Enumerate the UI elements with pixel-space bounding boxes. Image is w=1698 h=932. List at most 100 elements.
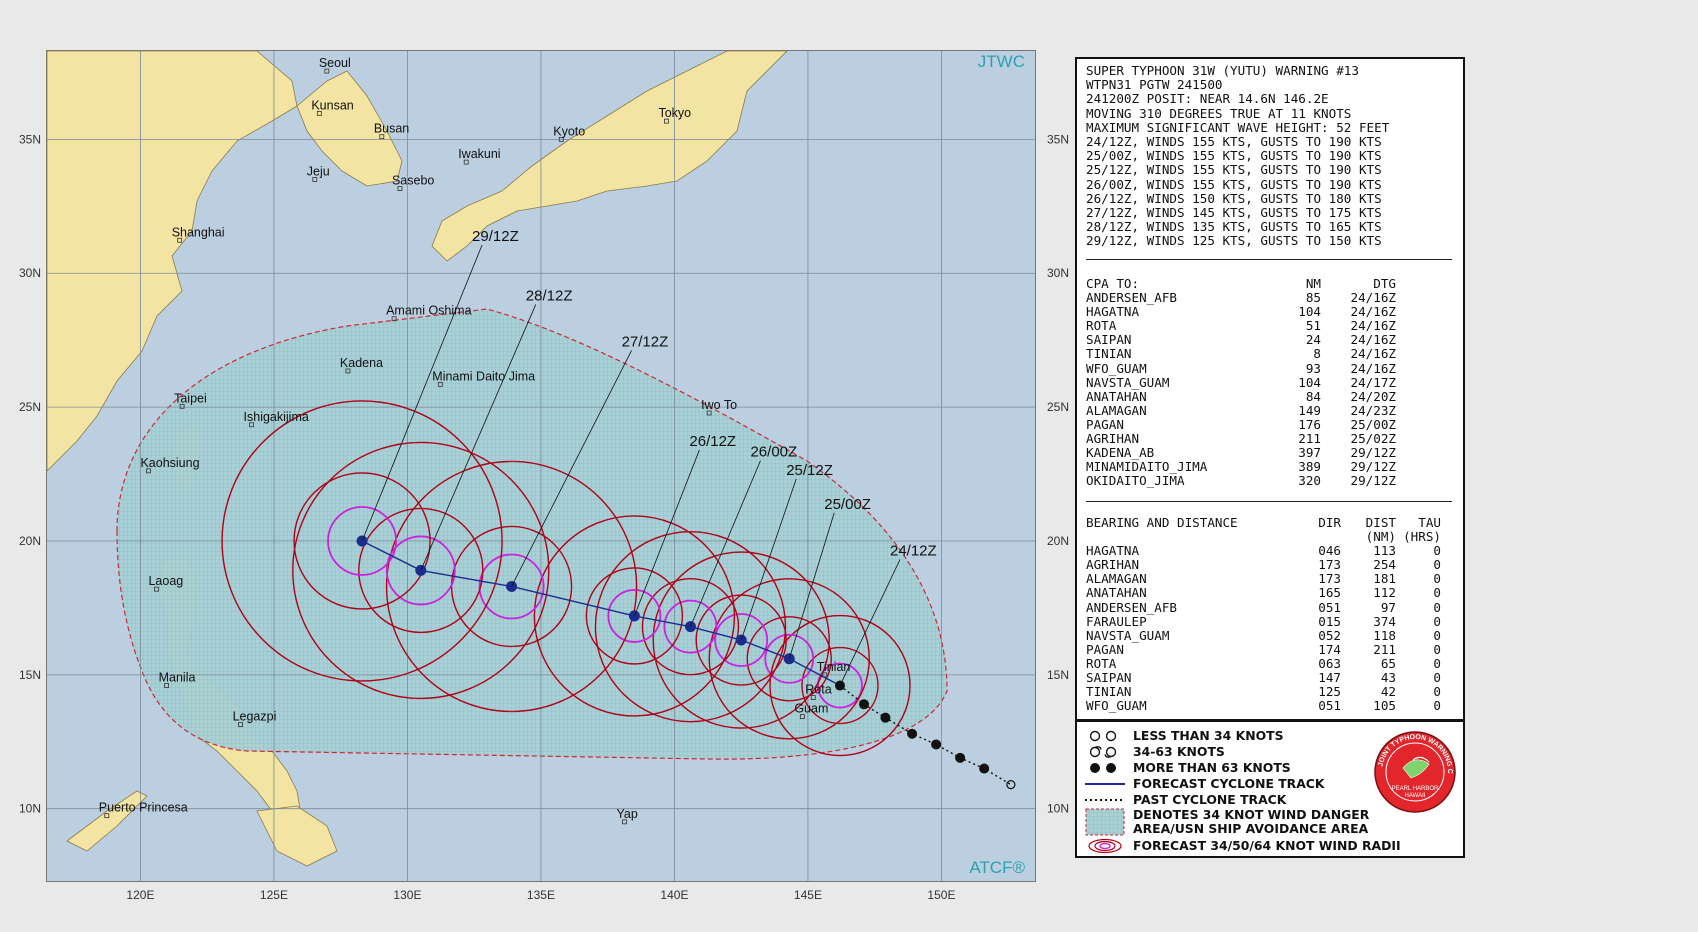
warning-line: 25/12Z, WINDS 155 KTS, GUSTS TO 190 KTS (1086, 162, 1382, 178)
city-marker (104, 813, 110, 819)
city-marker (164, 683, 170, 688)
city-label: Tokyo (658, 106, 691, 120)
lat-label-left: 30N (19, 266, 41, 280)
jtwc-seal-icon: JOINT TYPHOON WARNING CENTER PEARL HARBO… (1373, 730, 1456, 813)
cpa-row: NAVSTA_GUAM 104 24/17Z (1086, 374, 1396, 390)
cpa-header-dtg: DTG (1373, 276, 1396, 291)
legend-past-track: PAST CYCLONE TRACK (1085, 792, 1287, 807)
city-marker (179, 403, 185, 409)
forecast-leader-line (740, 478, 797, 641)
cpa-row: OKIDAITO_JIMA 320 29/12Z (1086, 473, 1396, 489)
radii-50kt (641, 577, 740, 676)
city-marker (312, 177, 318, 182)
lat-lon-grid (47, 51, 1035, 881)
city-marker (810, 695, 816, 700)
axis-labels: 35N 35N 30N 30N 25N 25N 20N 20N 15N 15N 10N 10N 120E… (19, 132, 1069, 902)
city-label: Kyoto (553, 124, 585, 138)
city-marker (238, 722, 243, 728)
radii-50kt (695, 594, 787, 686)
city-label: Ishigakijima (244, 410, 309, 424)
bearing-row: ANDERSEN_AFB 051 97 0 (1086, 599, 1441, 615)
lat-label-right: 10N (1047, 802, 1069, 816)
lat-label-left: 10N (19, 802, 41, 816)
city-label: Guam (794, 702, 828, 716)
warning-header: SUPER TYPHOON 31W (YUTU) WARNING #13 WTPN… (1086, 63, 1389, 249)
forecast-time-label: 24/12Z (890, 543, 937, 560)
city-marker (345, 368, 351, 374)
forecast-leader-line (839, 559, 901, 686)
radii-34kt (221, 400, 503, 682)
cpa-row: MINAMIDAITO_JIMA 389 29/12Z (1086, 459, 1396, 475)
radii-34kt (708, 578, 870, 740)
forecast-leader-line (361, 244, 483, 542)
city-marker (177, 237, 183, 243)
radii-64kt (607, 589, 662, 643)
past-position (859, 699, 870, 710)
forecast-track (361, 540, 841, 687)
cpa-row: AGRIHAN 211 25/02Z (1086, 431, 1396, 447)
radii-50kt (293, 472, 431, 610)
city-marker (822, 672, 828, 678)
bearing-row: FARAULEP 015 374 0 (1086, 613, 1441, 629)
city-marker (397, 186, 403, 192)
japan-landmass (431, 50, 788, 262)
wind-danger-area (116, 308, 948, 760)
lon-label: 135E (527, 888, 555, 902)
radii-34kt (533, 515, 736, 717)
city-marker (664, 118, 669, 124)
radii-34kt (652, 551, 830, 729)
cpa-header-nm: NM (1305, 276, 1321, 291)
city-marker (316, 110, 322, 116)
warning-line: 25/00Z, WINDS 155 KTS, GUSTS TO 190 KTS (1086, 148, 1382, 164)
forecast-leader-line (690, 460, 761, 627)
svg-text:HAWAII: HAWAII (1405, 793, 1426, 799)
visayas-landmass (256, 805, 338, 867)
bearing-row: AGRIHAN 173 254 0 (1086, 557, 1441, 573)
bearing-row: WFO_GUAM 051 105 0 (1086, 698, 1441, 714)
city-marker (622, 819, 627, 825)
legend-danger-area: DENOTES 34 KNOT WIND DANGER AREA/USN SHI… (1085, 808, 1369, 836)
city-label: Seoul (319, 56, 351, 70)
legend-wind-radii: FORECAST 34/50/64 KNOT WIND RADII (1085, 838, 1401, 853)
cpa-row: ROTA 51 24/16Z (1086, 318, 1396, 334)
divider (1086, 501, 1452, 502)
lat-label-left: 35N (19, 132, 41, 146)
svg-text:PEARL HARBOR: PEARL HARBOR (1392, 786, 1439, 792)
city-marker (391, 316, 397, 322)
jtwc-label: JTWC (978, 52, 1025, 71)
lon-label: 125E (260, 888, 288, 902)
palawan-landmass (66, 790, 148, 852)
city-label: Busan (374, 122, 409, 136)
forecast-time-label: 26/12Z (689, 433, 736, 450)
radii-34kt (594, 530, 787, 723)
city-label: Yap (617, 807, 638, 821)
lat-label-right: 35N (1047, 132, 1069, 146)
city-label: Minami Daito Jima (432, 369, 535, 383)
warning-line: 24/12Z, WINDS 155 KTS, GUSTS TO 190 KTS (1086, 134, 1382, 150)
warning-line: MOVING 310 DEGREES TRUE AT 11 KNOTS (1086, 105, 1352, 121)
city-marker (249, 422, 254, 428)
lon-label: 150E (927, 888, 955, 902)
past-position (979, 763, 990, 774)
china-landmass (46, 50, 298, 472)
city-label: Kadena (340, 356, 383, 370)
radii-64kt (764, 633, 815, 684)
legend-forecast-track: FORECAST CYCLONE TRACK (1085, 776, 1325, 791)
city-marker (799, 714, 805, 720)
city-label: Legazpi (233, 710, 277, 724)
bearing-header-dist-unit: (NM) (1365, 529, 1396, 545)
bearing-header-dir: DIR (1318, 515, 1341, 530)
city-marker (379, 134, 385, 140)
radii-34kt (292, 441, 550, 700)
city-marker (463, 159, 469, 165)
past-position (880, 712, 891, 723)
bearing-header-dist: DIST (1365, 515, 1396, 530)
radii-64kt (714, 613, 769, 667)
city-label: Puerto Princesa (99, 801, 188, 815)
bearing-table: BEARING AND DISTANCE DIR DIST TAU (NM) (… (1086, 515, 1441, 714)
lat-label-right: 15N (1047, 668, 1069, 682)
warning-line: 26/00Z, WINDS 155 KTS, GUSTS TO 190 KTS (1086, 176, 1382, 192)
radii-50kt (585, 567, 684, 665)
legend-less34: LESS THAN 34 KNOTS (1085, 728, 1284, 743)
forecast-time-label: 25/12Z (786, 462, 833, 479)
